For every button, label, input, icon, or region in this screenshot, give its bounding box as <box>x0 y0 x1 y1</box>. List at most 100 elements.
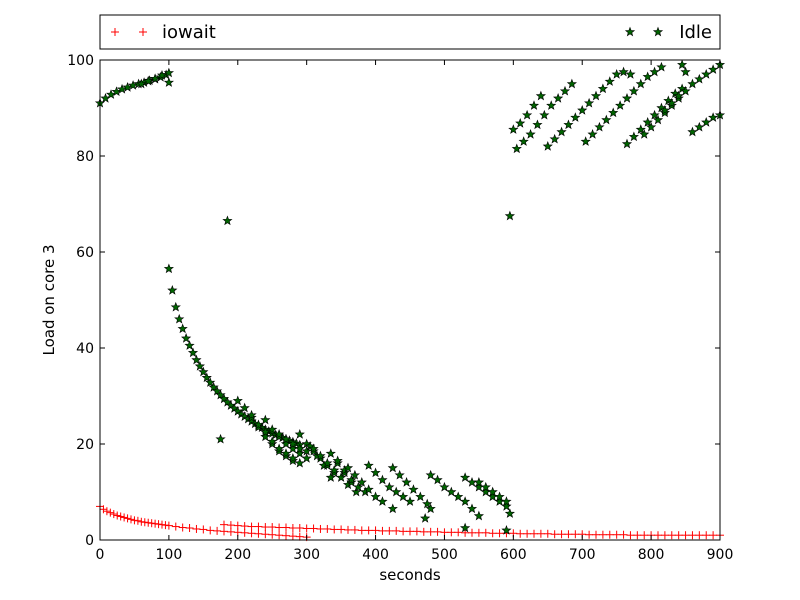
data-point-idle <box>294 443 305 454</box>
data-point-idle <box>659 105 670 115</box>
data-point-idle <box>336 472 347 482</box>
data-point-idle <box>349 469 360 480</box>
data-point-iowait <box>275 531 284 540</box>
data-point-idle <box>363 460 374 470</box>
data-point-iowait <box>557 530 566 539</box>
data-point-idle <box>494 491 505 502</box>
data-point-iowait <box>282 531 290 540</box>
data-point-iowait <box>295 524 304 532</box>
data-point-idle <box>408 484 419 494</box>
data-point-iowait <box>543 529 552 538</box>
data-point-idle <box>325 472 336 482</box>
data-point-idle <box>511 143 522 154</box>
data-point-idle <box>587 129 598 139</box>
data-point-iowait <box>302 524 311 533</box>
data-point-iowait <box>419 527 428 536</box>
data-point-idle <box>701 69 712 79</box>
data-point-idle <box>198 366 209 377</box>
data-point-idle <box>239 402 250 413</box>
data-point-idle <box>194 360 205 371</box>
data-point-idle <box>542 141 553 151</box>
data-point-idle <box>274 429 285 439</box>
data-point-idle <box>325 448 336 458</box>
data-point-idle <box>701 117 712 127</box>
data-point-iowait <box>226 527 235 536</box>
data-point-idle <box>260 414 271 425</box>
data-point-iowait <box>133 516 142 525</box>
legend-label-idle: Idle <box>679 22 712 43</box>
data-point-idle <box>677 59 688 70</box>
plot-frame <box>99 59 721 541</box>
data-point-iowait <box>116 512 125 521</box>
data-point-idle <box>322 457 333 468</box>
data-point-iowait <box>275 523 284 532</box>
data-point-idle <box>370 467 381 478</box>
data-point-idle <box>181 333 192 343</box>
data-point-iowait <box>412 527 421 536</box>
data-point-iowait <box>164 521 173 530</box>
data-point-iowait <box>295 532 304 541</box>
data-point-idle <box>460 472 471 482</box>
data-point-iowait <box>123 514 132 523</box>
data-point-idle <box>687 78 698 89</box>
data-point-idle <box>267 436 278 446</box>
data-point-idle <box>601 114 612 125</box>
data-point-iowait <box>406 527 414 536</box>
x-tick-label: 100 <box>156 547 183 563</box>
data-point-idle <box>394 469 405 480</box>
data-point-idle <box>584 97 595 108</box>
data-point-idle <box>353 481 364 492</box>
y-tick-label: 100 <box>67 53 94 69</box>
data-point-idle <box>177 323 188 334</box>
data-point-idle <box>473 477 484 487</box>
data-point-idle <box>597 83 608 94</box>
data-point-idle <box>294 448 305 458</box>
data-point-idle <box>549 133 560 144</box>
data-point-iowait <box>633 531 642 540</box>
data-point-idle <box>556 126 567 137</box>
data-point-idle <box>294 429 305 439</box>
series-idle <box>94 59 726 535</box>
data-point-idle <box>346 474 357 485</box>
data-point-idle <box>187 347 199 358</box>
data-point-iowait <box>495 529 504 538</box>
data-point-iowait <box>523 529 532 538</box>
data-point-iowait <box>113 511 122 520</box>
data-point-iowait <box>516 529 525 538</box>
data-point-iowait <box>261 523 270 532</box>
data-point-idle <box>280 433 292 444</box>
data-point-iowait <box>213 526 222 535</box>
data-point-idle <box>473 510 484 521</box>
data-point-idle <box>167 285 178 295</box>
data-point-idle <box>652 114 664 125</box>
data-point-iowait <box>640 531 649 540</box>
data-point-idle <box>518 136 529 146</box>
data-point-iowait <box>288 532 297 541</box>
y-tick-label: 40 <box>76 341 94 357</box>
data-point-idle <box>260 426 271 437</box>
data-point-iowait <box>364 526 373 535</box>
data-point-idle <box>156 70 168 80</box>
data-point-iowait <box>99 505 108 514</box>
data-point-iowait <box>399 527 408 536</box>
x-tick-label: 600 <box>500 547 527 563</box>
data-point-iowait <box>106 508 115 517</box>
data-point-iowait <box>378 526 387 535</box>
data-point-iowait <box>316 524 325 533</box>
data-point-idle <box>201 372 212 383</box>
data-point-iowait <box>206 526 215 535</box>
x-tick-label: 0 <box>96 547 105 563</box>
data-point-idle <box>111 86 122 97</box>
data-point-iowait <box>619 530 628 539</box>
data-point-idle <box>420 513 431 523</box>
data-point-iowait <box>102 507 111 516</box>
data-point-iowait <box>605 530 614 539</box>
data-point-idle <box>546 100 557 110</box>
data-point-idle <box>604 76 615 86</box>
data-point-idle <box>384 481 395 492</box>
data-point-idle <box>163 263 174 274</box>
data-point-idle <box>646 121 657 132</box>
data-point-iowait <box>240 522 249 531</box>
legend-entry-iowait: iowait <box>111 22 216 43</box>
data-point-idle <box>639 129 650 139</box>
